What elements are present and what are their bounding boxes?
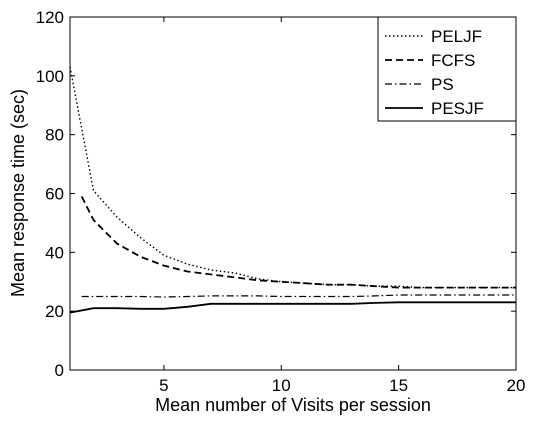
x-tick-label: 15 bbox=[389, 376, 408, 395]
x-axis-title: Mean number of Visits per session bbox=[155, 395, 431, 415]
x-tick-label: 20 bbox=[507, 376, 526, 395]
y-tick-label: 0 bbox=[55, 361, 64, 380]
series-line-ps bbox=[81, 294, 516, 298]
legend-label-peljf: PELJF bbox=[431, 27, 482, 46]
y-tick-label: 80 bbox=[45, 126, 64, 145]
series-line-pesjf bbox=[69, 301, 516, 314]
y-axis-title: Mean response time (sec) bbox=[8, 89, 28, 297]
y-axis-ticks: 0 20 40 60 80 100 120 bbox=[36, 8, 516, 380]
y-tick-label: 120 bbox=[36, 8, 64, 27]
x-axis-ticks: 5 10 15 20 bbox=[159, 17, 525, 395]
y-tick-label: 100 bbox=[36, 67, 64, 86]
legend: PELJF FCFS PS PESJF bbox=[377, 16, 517, 122]
y-tick-label: 40 bbox=[45, 243, 64, 262]
legend-label-ps: PS bbox=[431, 75, 454, 94]
series-line-fcfs bbox=[80, 195, 516, 289]
legend-label-fcfs: FCFS bbox=[431, 51, 475, 70]
legend-label-pesjf: PESJF bbox=[431, 99, 484, 118]
x-tick-label: 10 bbox=[272, 376, 291, 395]
series-line-peljf bbox=[69, 66, 516, 289]
series-lines bbox=[69, 66, 516, 314]
x-tick-label: 5 bbox=[159, 376, 168, 395]
y-tick-label: 60 bbox=[45, 185, 64, 204]
y-tick-label: 20 bbox=[45, 302, 64, 321]
legend-box bbox=[377, 16, 517, 122]
